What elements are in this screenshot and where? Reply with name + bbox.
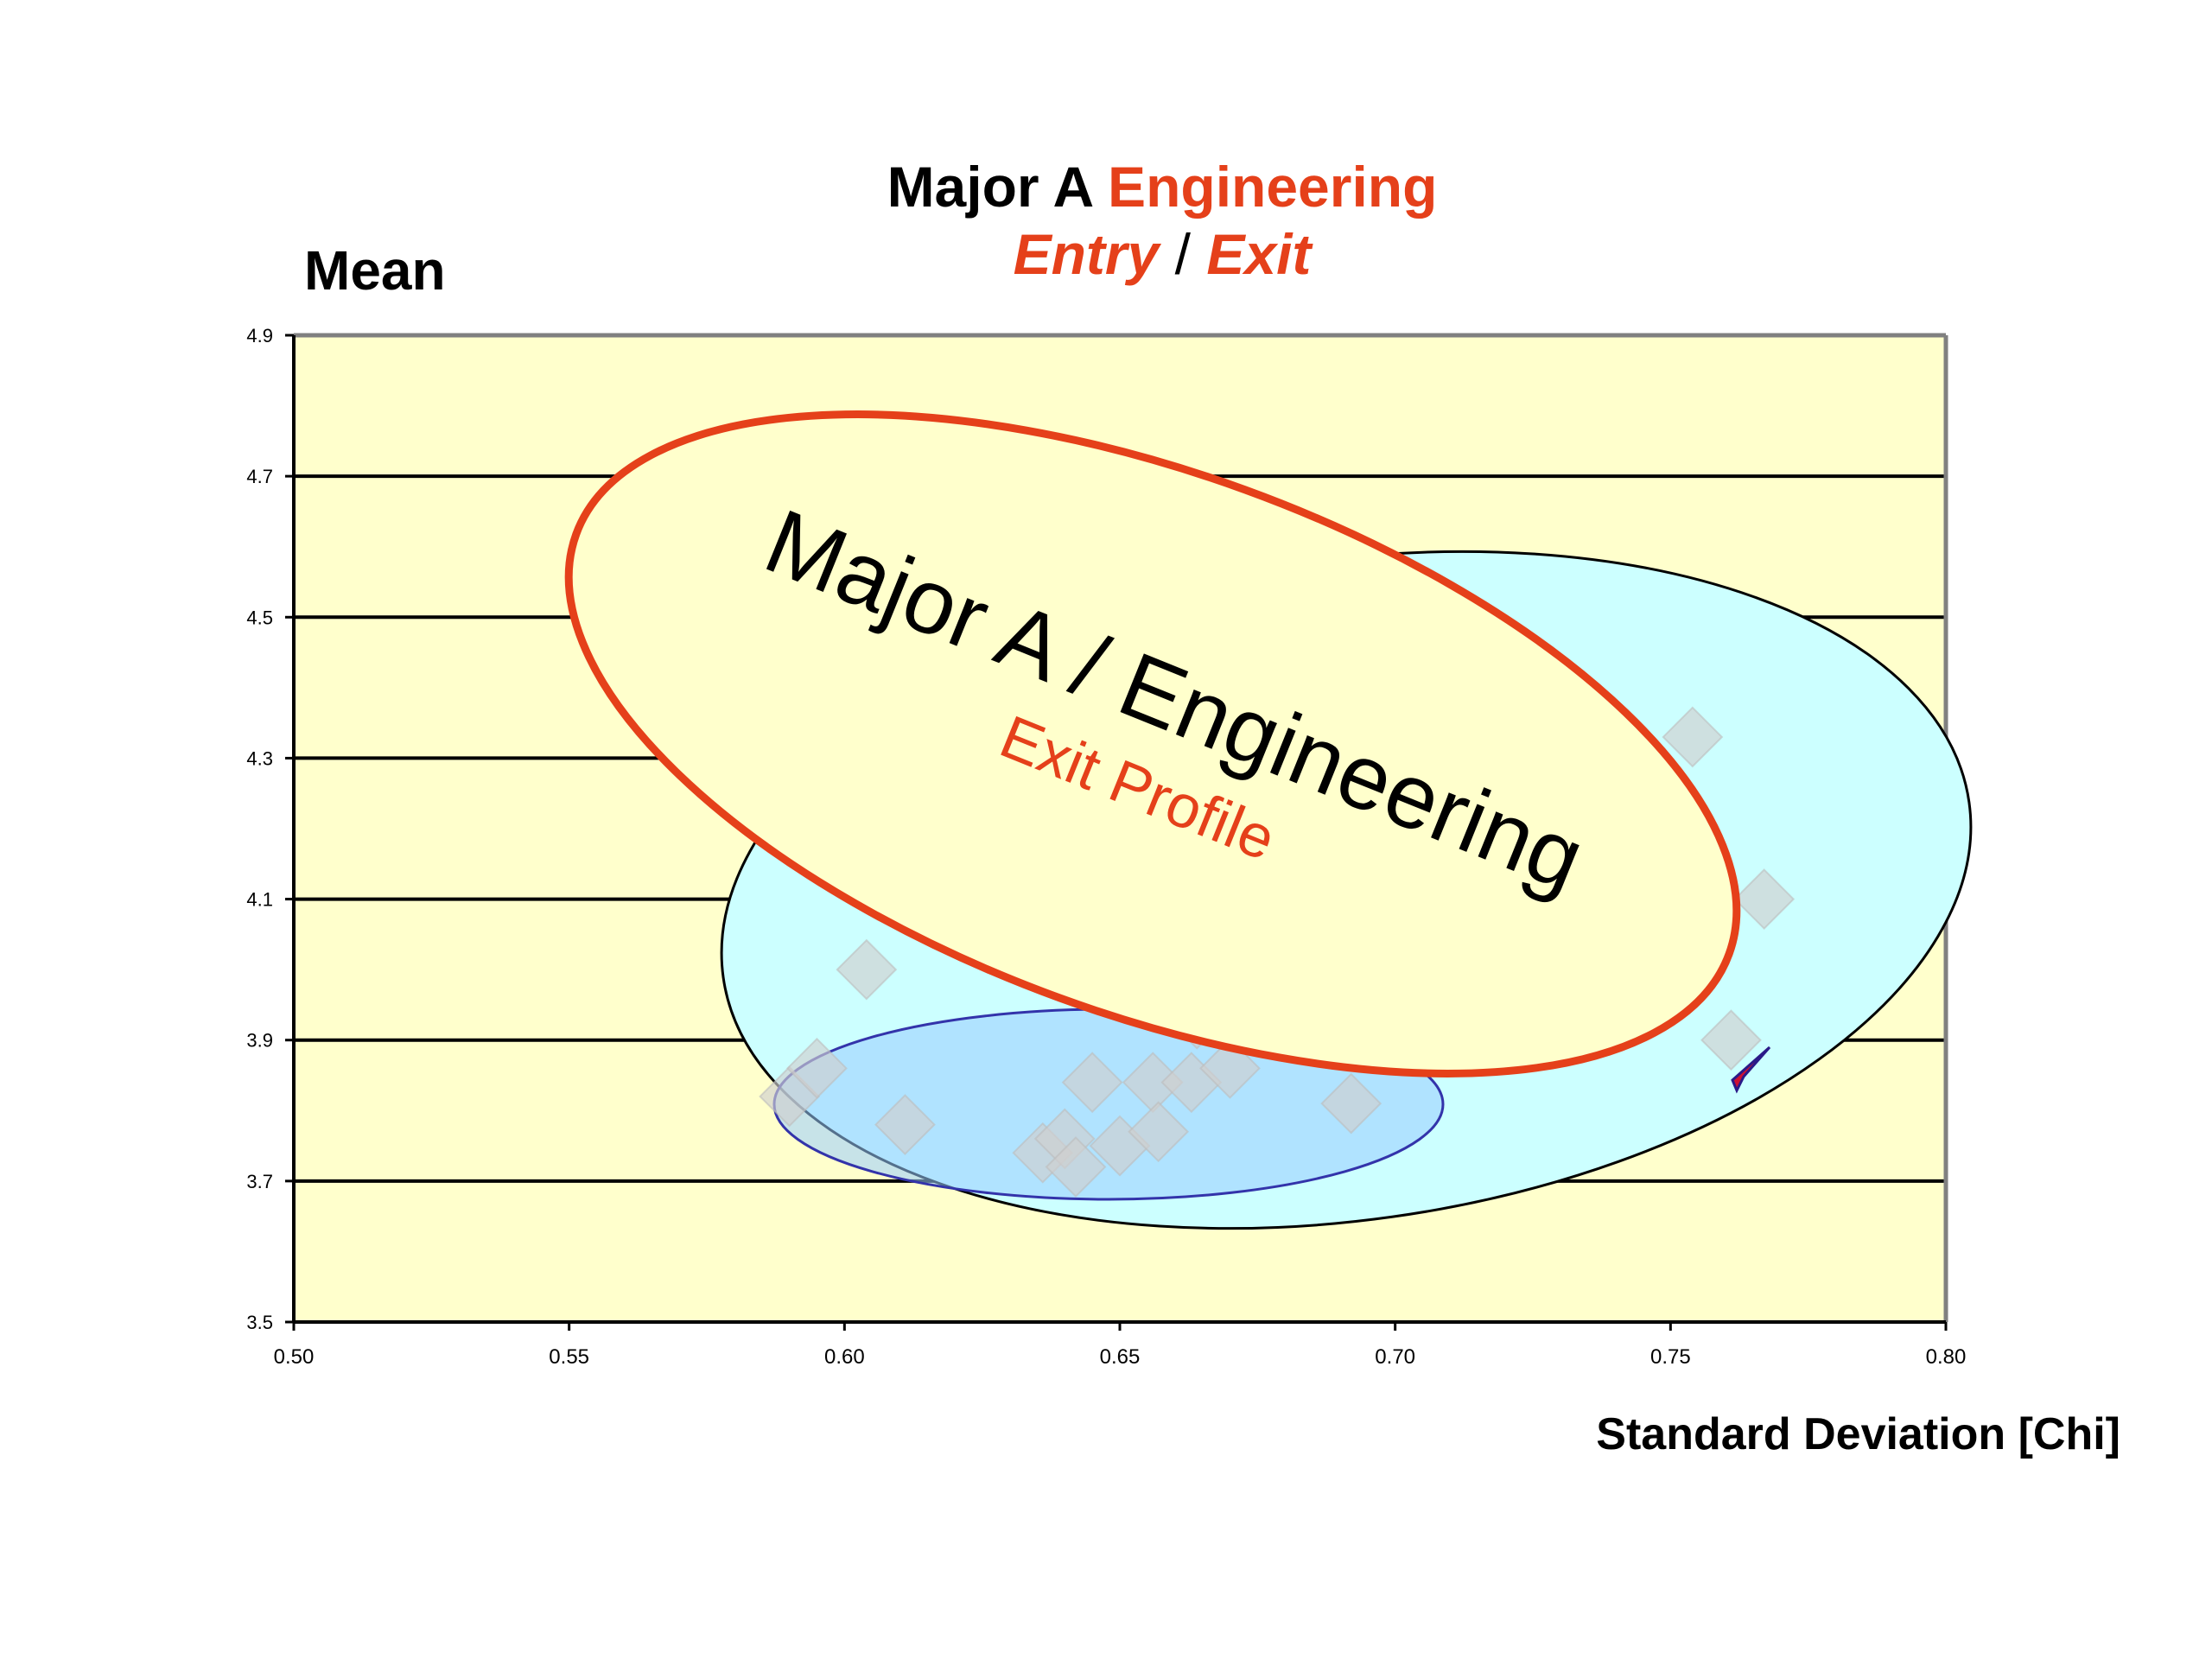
y-tick-label: 4.5: [246, 607, 273, 628]
data-point: [1128, 1101, 1190, 1163]
title-slash: /: [1174, 222, 1191, 286]
data-point: [874, 1094, 936, 1156]
y-tick-label: 3.9: [246, 1030, 273, 1052]
x-tick-label: 0.75: [1650, 1345, 1691, 1369]
data-point: [1061, 1052, 1123, 1114]
title-engineering: Engineering: [1108, 155, 1438, 219]
data-point: [1662, 706, 1724, 768]
chart-title-line-1: Major A Engineering: [0, 154, 2212, 219]
title-entry: Entry: [1013, 222, 1160, 286]
title-exit: Exit: [1206, 222, 1312, 286]
axes: 3.5 3.7 3.9 4.1 4.3 4.5 4.7 4.9 0.50 0.55 0.60 0.65…: [246, 325, 1966, 1369]
x-tick-label: 0.65: [1100, 1345, 1141, 1369]
x-tick-label: 0.70: [1375, 1345, 1415, 1369]
chart-title-line-2: Entry / Exit: [0, 221, 2212, 287]
y-axis-label: Mean: [304, 239, 446, 302]
data-point: [1199, 1037, 1261, 1099]
y-tick-label: 3.5: [246, 1312, 273, 1333]
data-point: [836, 938, 898, 1001]
y-tick-label: 4.7: [246, 466, 273, 487]
data-point: [1733, 868, 1796, 930]
x-axis-label: Standard Deviation [Chi]: [1596, 1409, 2120, 1459]
x-tick-label: 0.50: [274, 1345, 315, 1369]
y-tick-label: 4.9: [246, 325, 273, 346]
x-tick-label: 0.80: [1926, 1345, 1967, 1369]
highlight-marker: [1731, 1046, 1771, 1094]
y-tick-label: 3.7: [246, 1171, 273, 1192]
data-point: [1320, 1072, 1382, 1135]
x-tick-label: 0.55: [549, 1345, 589, 1369]
y-tick-label: 4.1: [246, 889, 273, 911]
x-tick-label: 0.60: [824, 1345, 865, 1369]
exit-profile-ellipse: [564, 410, 1741, 1077]
data-point: [1700, 1009, 1762, 1071]
data-point: [786, 1037, 848, 1099]
title-major-a: Major A: [887, 155, 1092, 219]
y-tick-label: 4.3: [246, 747, 273, 769]
data-point: [1045, 1136, 1107, 1198]
